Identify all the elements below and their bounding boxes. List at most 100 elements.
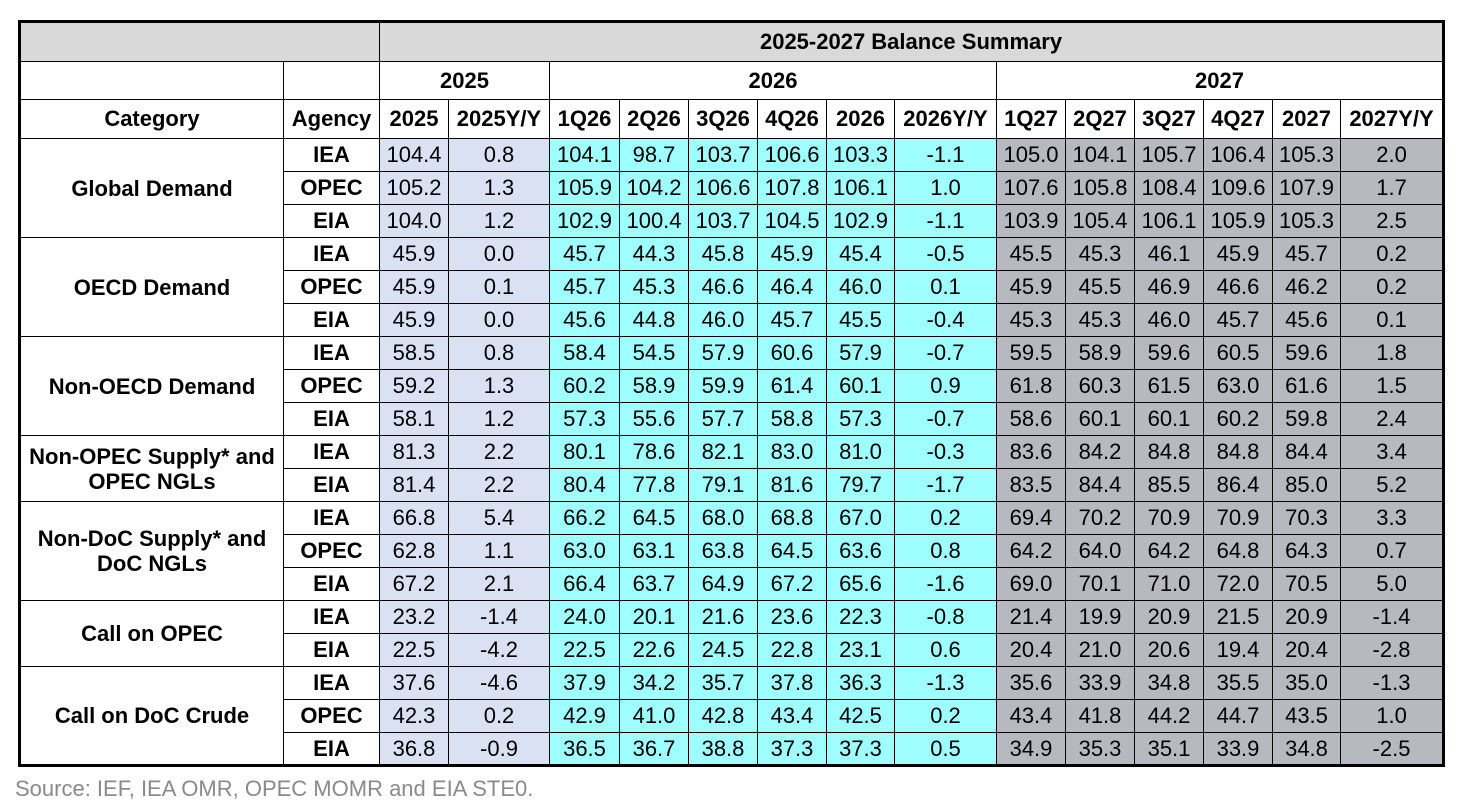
value-cell: 59.9 (688, 369, 758, 403)
value-cell: 35.0 (1272, 666, 1341, 700)
value-cell: 63.6 (826, 534, 895, 568)
value-cell: 84.4 (1272, 435, 1341, 469)
value-cell: 35.6 (996, 666, 1066, 700)
column-header: 2Q26 (619, 99, 689, 139)
data-row: EIA 58.1 1.2 57.3 55.6 57.7 58.8 57.3 -0.7 58.6 60… (20, 402, 1445, 436)
value-cell: 0.9 (894, 369, 997, 403)
value-cell: 84.2 (1065, 435, 1135, 469)
value-cell: 45.9 (379, 237, 449, 271)
value-cell: 43.4 (996, 699, 1066, 733)
value-cell: 2.1 (448, 567, 550, 601)
value-cell: 20.6 (1134, 633, 1204, 667)
data-row: OPEC 105.2 1.3 105.9 104.2 106.6 107.8 106.1 1.0… (20, 171, 1445, 205)
value-cell: 60.3 (1065, 369, 1135, 403)
value-cell: 105.0 (996, 138, 1066, 172)
value-cell: 68.0 (688, 501, 758, 535)
agency-cell: IEA (283, 237, 380, 271)
value-cell: 0.7 (1339, 534, 1445, 568)
value-cell: 58.5 (379, 336, 449, 370)
value-cell: 105.2 (379, 171, 449, 205)
value-cell: 83.6 (996, 435, 1066, 469)
value-cell: 2.0 (1339, 138, 1445, 172)
value-cell: 0.0 (448, 303, 550, 337)
value-cell: 61.8 (996, 369, 1066, 403)
value-cell: 22.3 (826, 600, 895, 634)
agency-cell: IEA (283, 666, 380, 700)
value-cell: 45.7 (549, 270, 620, 304)
value-cell: 63.0 (549, 534, 620, 568)
value-cell: 2.2 (448, 468, 550, 502)
value-cell: 60.1 (826, 369, 895, 403)
value-cell: 80.4 (549, 468, 620, 502)
value-cell: 21.6 (688, 600, 758, 634)
value-cell: 45.5 (826, 303, 895, 337)
value-cell: 103.7 (688, 204, 758, 238)
value-cell: -0.5 (894, 237, 997, 271)
value-cell: 0.2 (1339, 270, 1445, 304)
value-cell: 57.3 (549, 402, 620, 436)
value-cell: 58.1 (379, 402, 449, 436)
value-cell: 69.0 (996, 567, 1066, 601)
value-cell: 60.5 (1203, 336, 1273, 370)
value-cell: 72.0 (1203, 567, 1273, 601)
value-cell: 20.9 (1272, 600, 1341, 634)
value-cell: 64.3 (1272, 534, 1341, 568)
agency-cell: EIA (283, 633, 380, 667)
value-cell: 21.5 (1203, 600, 1273, 634)
value-cell: 71.0 (1134, 567, 1204, 601)
value-cell: 45.7 (549, 237, 620, 271)
agency-cell: EIA (283, 567, 380, 601)
value-cell: 58.9 (1065, 336, 1135, 370)
agency-cell: EIA (283, 468, 380, 502)
value-cell: 45.5 (996, 237, 1066, 271)
value-cell: 36.8 (379, 732, 449, 766)
value-cell: 77.8 (619, 468, 689, 502)
value-cell: 0.1 (894, 270, 997, 304)
value-cell: 65.6 (826, 567, 895, 601)
value-cell: 35.5 (1203, 666, 1273, 700)
column-header: 3Q26 (688, 99, 758, 139)
value-cell: 70.3 (1272, 501, 1341, 535)
value-cell: 45.8 (688, 237, 758, 271)
value-cell: 22.8 (757, 633, 827, 667)
agency-cell: EIA (283, 204, 380, 238)
table-body: 2025-2027 Balance Summary 2025 2026 2027 Cat… (19, 21, 1445, 766)
column-header: 2025Y/Y (448, 99, 550, 139)
agency-cell: EIA (283, 303, 380, 337)
value-cell: 81.4 (379, 468, 449, 502)
value-cell: 62.8 (379, 534, 449, 568)
value-cell: 2.2 (448, 435, 550, 469)
value-cell: -1.4 (448, 600, 550, 634)
value-cell: 63.7 (619, 567, 689, 601)
value-cell: 41.8 (1065, 699, 1135, 733)
data-row: OPEC 59.2 1.3 60.2 58.9 59.9 61.4 60.1 0.9 61.8 60… (20, 369, 1445, 403)
agency-cell: IEA (283, 336, 380, 370)
value-cell: 63.8 (688, 534, 758, 568)
value-cell: 24.0 (549, 600, 620, 634)
value-cell: 1.2 (448, 402, 550, 436)
value-cell: 64.8 (1203, 534, 1273, 568)
agency-cell: IEA (283, 501, 380, 535)
data-row: Call on OPEC IEA 23.2 -1.4 24.0 20.1 21.6 23.6 2… (19, 600, 1445, 667)
agency-cell: EIA (283, 402, 380, 436)
value-cell: -1.1 (894, 204, 997, 238)
value-cell: 0.0 (448, 237, 550, 271)
value-cell: 21.0 (1065, 633, 1135, 667)
value-cell: 81.0 (826, 435, 895, 469)
value-cell: 21.4 (996, 600, 1066, 634)
value-cell: 42.5 (826, 699, 895, 733)
value-cell: 0.8 (448, 336, 550, 370)
value-cell: 102.9 (826, 204, 895, 238)
value-cell: 45.5 (1065, 270, 1135, 304)
value-cell: 44.2 (1134, 699, 1204, 733)
value-cell: 45.9 (379, 303, 449, 337)
value-cell: 0.2 (894, 699, 997, 733)
value-cell: 46.0 (826, 270, 895, 304)
value-cell: -0.4 (894, 303, 997, 337)
value-cell: 105.3 (1272, 138, 1341, 172)
value-cell: 23.6 (757, 600, 827, 634)
value-cell: 3.4 (1339, 435, 1445, 469)
data-row: EIA 36.8 -0.9 36.5 36.7 38.8 37.3 37.3 0.5 34.9 35… (20, 732, 1445, 766)
value-cell: 55.6 (619, 402, 689, 436)
value-cell: 64.5 (757, 534, 827, 568)
